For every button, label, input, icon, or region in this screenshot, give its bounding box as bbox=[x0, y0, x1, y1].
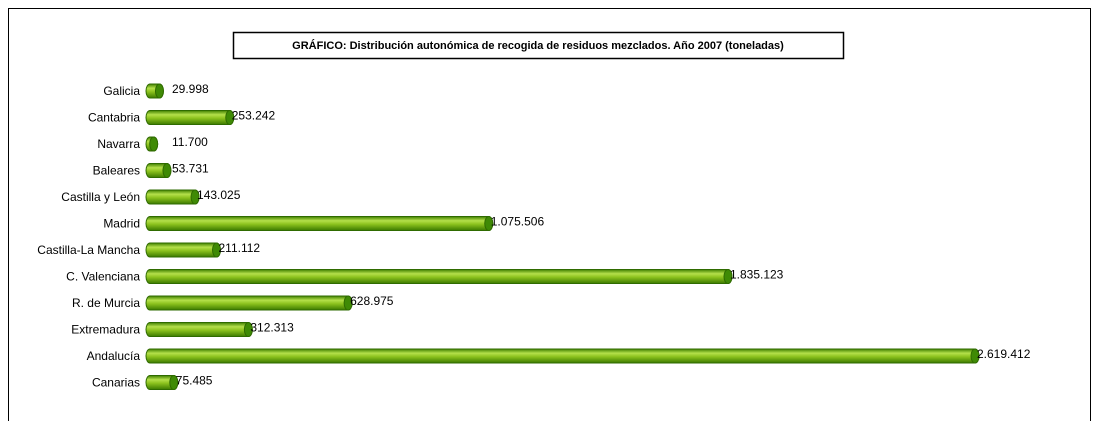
bar-cap bbox=[169, 375, 179, 390]
bar bbox=[145, 216, 494, 231]
bar-cap bbox=[723, 269, 733, 284]
y-tick-label: Baleares bbox=[93, 164, 140, 178]
bar bbox=[145, 242, 221, 258]
bar-cap bbox=[149, 136, 159, 152]
bar bbox=[145, 189, 200, 205]
bar bbox=[145, 375, 179, 390]
frame bbox=[8, 8, 1091, 421]
bar-body bbox=[145, 242, 221, 258]
y-tick-label: Madrid bbox=[103, 217, 140, 231]
bar-cap bbox=[154, 83, 164, 99]
value-label: 143.025 bbox=[197, 188, 241, 202]
bar-body bbox=[145, 216, 494, 231]
bar-cap bbox=[243, 322, 253, 337]
y-tick-label: Andalucía bbox=[87, 349, 141, 363]
bar bbox=[145, 163, 172, 178]
bar-cap bbox=[190, 189, 200, 205]
y-tick-label: Castilla y León bbox=[61, 190, 140, 204]
bar-cap bbox=[484, 216, 494, 231]
bar bbox=[145, 322, 253, 337]
value-label: 253.242 bbox=[232, 109, 276, 123]
bar-body bbox=[145, 269, 733, 284]
y-tick-label: Extremadura bbox=[71, 323, 140, 337]
bar-body bbox=[145, 110, 235, 125]
bar bbox=[145, 136, 159, 152]
y-tick-label: Galicia bbox=[103, 84, 140, 98]
y-tick-label: R. de Murcia bbox=[72, 296, 140, 310]
bar bbox=[145, 110, 235, 125]
value-label: 2.619.412 bbox=[977, 347, 1031, 361]
value-label: 75.485 bbox=[176, 374, 213, 388]
value-label: 211.112 bbox=[218, 241, 260, 255]
value-label: 312.313 bbox=[250, 321, 294, 335]
bar-cap bbox=[970, 348, 980, 364]
y-tick-label: Navarra bbox=[97, 137, 140, 151]
value-label: 11.700 bbox=[172, 135, 208, 149]
bar-body bbox=[145, 322, 253, 337]
value-label: 1.835.123 bbox=[730, 268, 784, 282]
y-tick-label: Cantabria bbox=[88, 111, 140, 125]
title-box bbox=[232, 31, 845, 60]
bar bbox=[145, 269, 733, 284]
chart-title: GRÁFICO: Distribución autonómica de reco… bbox=[292, 39, 784, 52]
bar-cap bbox=[162, 163, 172, 178]
y-tick-label: C. Valenciana bbox=[66, 270, 140, 284]
value-label: 628.975 bbox=[350, 294, 394, 308]
value-label: 1.075.506 bbox=[491, 215, 545, 229]
bar bbox=[145, 295, 353, 311]
bar-cap bbox=[211, 242, 221, 258]
y-tick-label: Castilla-La Mancha bbox=[37, 243, 140, 257]
value-label: 53.731 bbox=[172, 162, 209, 176]
bar-cap bbox=[343, 295, 353, 311]
y-tick-label: Canarias bbox=[92, 376, 140, 390]
bar-cap bbox=[225, 110, 235, 125]
bar bbox=[145, 348, 980, 364]
value-label: 29.998 bbox=[172, 82, 209, 96]
bar bbox=[145, 83, 164, 99]
bar-body bbox=[145, 348, 980, 364]
bar-body bbox=[145, 295, 353, 311]
